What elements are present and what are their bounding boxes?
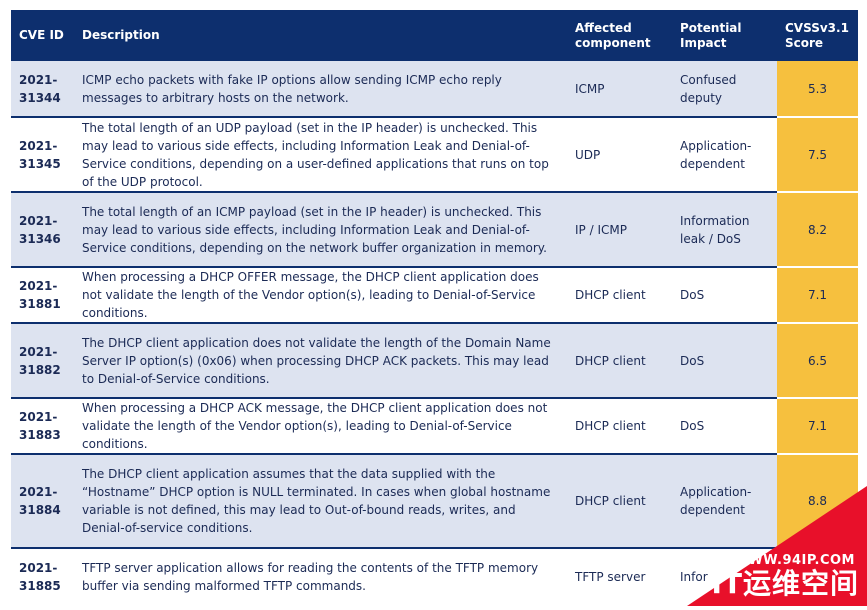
header-impact: Potential Impact [672, 10, 777, 61]
description-cell: ICMP echo packets with fake IP options a… [74, 61, 567, 118]
description-cell: The DHCP client application does not val… [74, 323, 567, 399]
cve-id-cell: 2021- 31881 [11, 267, 74, 324]
description-cell: The total length of an ICMP payload (set… [74, 192, 567, 268]
component-cell: DHCP client [567, 454, 672, 549]
description-cell: The DHCP client application assumes that… [74, 454, 567, 549]
table-row: 2021- 31885 TFTP server application allow… [11, 548, 858, 604]
cve-id-number: 31883 [19, 428, 61, 442]
cve-id-number: 31344 [19, 90, 61, 105]
score-cell: 6.5 [777, 323, 858, 399]
watermark: WWW.94IP.COM IT运维空间 [687, 486, 867, 606]
cve-id-cell: 2021- 31345 [11, 117, 74, 193]
cve-id-cell: 2021- 31883 [11, 398, 74, 455]
component-cell: UDP [567, 117, 672, 193]
score-cell: 7.5 [777, 117, 858, 193]
table-row: 2021- 31881 When processing a DHCP OFFER … [11, 267, 858, 324]
impact-cell: Application-dependent [672, 117, 777, 193]
watermark-triangle [687, 486, 867, 606]
watermark-name: IT运维空间 [711, 567, 859, 600]
cve-id-year: 2021- [19, 138, 58, 153]
cve-id-year: 2021- [19, 560, 58, 575]
cve-id-number: 31884 [19, 503, 61, 517]
table-row: 2021- 31882 The DHCP client application d… [11, 323, 858, 399]
impact-cell: Confused deputy [672, 61, 777, 118]
cve-id-number: 31345 [19, 156, 61, 171]
cve-id-cell: 2021- 31882 [11, 323, 74, 399]
table-body: 2021- 31344 ICMP echo packets with fake I… [11, 61, 858, 604]
cve-id-cell: 2021- 31346 [11, 192, 74, 268]
component-cell: DHCP client [567, 267, 672, 324]
impact-cell: Information leak / DoS [672, 192, 777, 268]
cve-id-number: 31881 [19, 297, 61, 311]
cve-id-year: 2021- [19, 213, 58, 228]
header-component: Affected component [567, 10, 672, 61]
score-cell: 7.1 [777, 398, 858, 455]
cve-id-year: 2021- [19, 410, 58, 424]
cve-id-number: 31885 [19, 578, 61, 593]
score-cell: 8.2 [777, 192, 858, 268]
component-cell: DHCP client [567, 398, 672, 455]
component-cell: DHCP client [567, 323, 672, 399]
component-cell: IP / ICMP [567, 192, 672, 268]
component-cell: ICMP [567, 61, 672, 118]
cve-id-year: 2021- [19, 72, 58, 87]
cve-id-cell: 2021- 31884 [11, 454, 74, 549]
impact-cell: DoS [672, 323, 777, 399]
impact-cell: Application-dependent [672, 454, 777, 549]
impact-cell: DoS [672, 267, 777, 324]
description-cell: TFTP server application allows for readi… [74, 548, 567, 604]
table-row: 2021- 31345 The total length of an UDP pa… [11, 117, 858, 193]
table-row: 2021- 31883 When processing a DHCP ACK me… [11, 398, 858, 455]
cve-id-year: 2021- [19, 279, 58, 293]
impact-cell: DoS [672, 398, 777, 455]
table-row: 2021- 31346 The total length of an ICMP p… [11, 192, 858, 268]
cve-id-cell: 2021- 31344 [11, 61, 74, 118]
cve-table: CVE ID Description Affected component Po… [11, 10, 858, 604]
component-cell: TFTP server [567, 548, 672, 604]
header-description: Description [74, 10, 567, 61]
description-cell: When processing a DHCP ACK message, the … [74, 398, 567, 455]
cve-id-number: 31346 [19, 231, 61, 246]
header-score: CVSSv3.1 Score [777, 10, 858, 61]
cve-id-year: 2021- [19, 485, 58, 499]
description-cell: The total length of an UDP payload (set … [74, 117, 567, 193]
header-row: CVE ID Description Affected component Po… [11, 10, 858, 61]
table-header: CVE ID Description Affected component Po… [11, 10, 858, 61]
table-row: 2021- 31884 The DHCP client application a… [11, 454, 858, 549]
header-cve-id: CVE ID [11, 10, 74, 61]
score-cell: 7.1 [777, 267, 858, 324]
description-cell: When processing a DHCP OFFER message, th… [74, 267, 567, 324]
watermark-url: WWW.94IP.COM [733, 553, 855, 568]
score-cell: 5.3 [777, 61, 858, 118]
cve-id-number: 31882 [19, 362, 61, 377]
cve-id-year: 2021- [19, 344, 58, 359]
table-row: 2021- 31344 ICMP echo packets with fake I… [11, 61, 858, 118]
cve-id-cell: 2021- 31885 [11, 548, 74, 604]
